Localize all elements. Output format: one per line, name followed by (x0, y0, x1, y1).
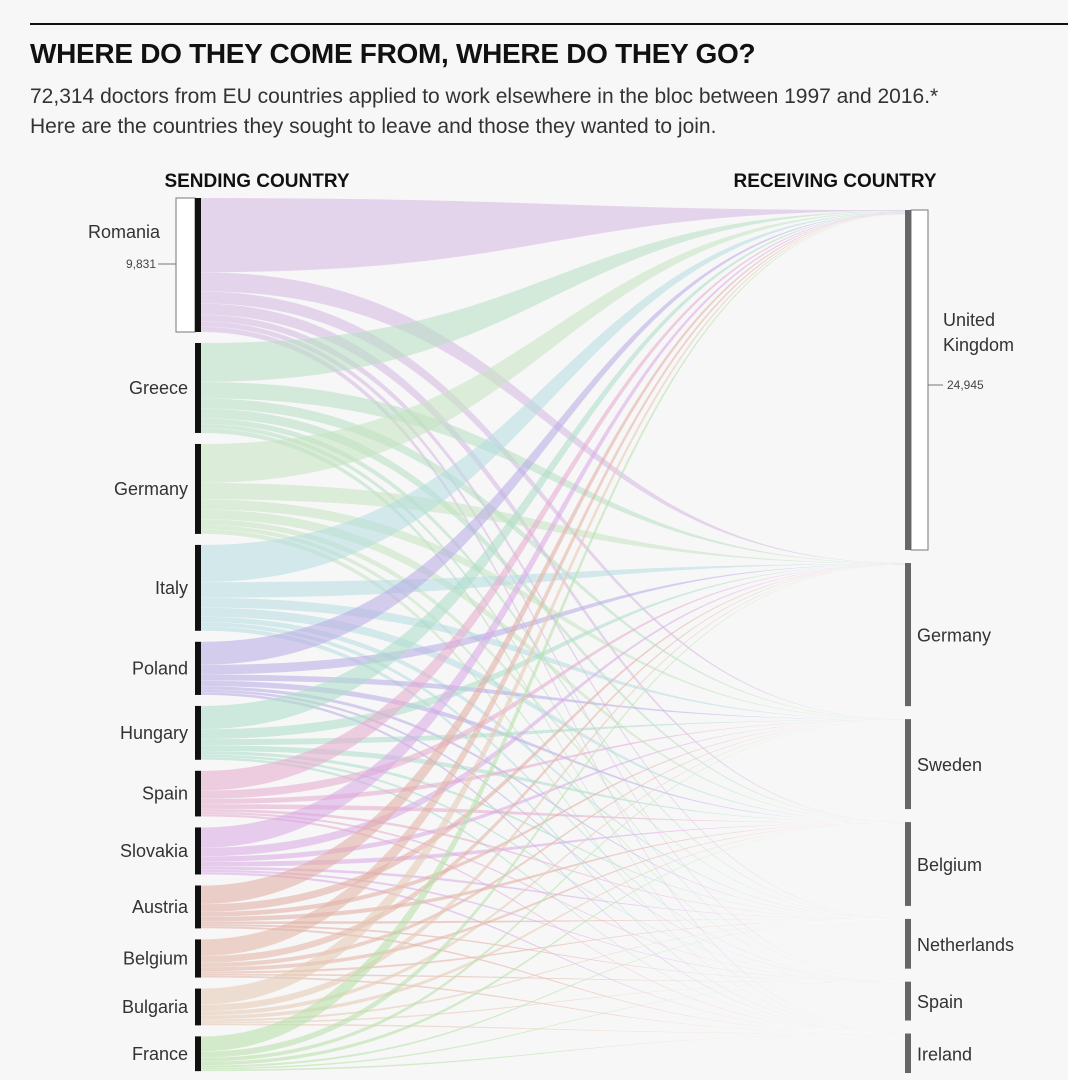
subtitle-line-1: 72,314 doctors from EU countries applied… (30, 85, 939, 108)
source-label-greece: Greece (129, 378, 188, 398)
target-bar-germany (905, 563, 911, 707)
chart-title: WHERE DO THEY COME FROM, WHERE DO THEY G… (30, 38, 756, 69)
target-label-belgium: Belgium (917, 855, 982, 875)
source-label-romania: Romania (88, 222, 161, 242)
chart-subtitle: 72,314 doctors from EU countries applied… (30, 82, 1060, 142)
source-bar-greece (195, 343, 201, 433)
source-label-italy: Italy (155, 578, 188, 598)
target-label-spain: Spain (917, 992, 963, 1012)
top-rule (30, 23, 1068, 25)
uk-total-bracket (910, 209, 929, 551)
target-bar-spain (905, 981, 911, 1021)
target-label-united-kingdom-line1: United (943, 310, 995, 330)
source-label-germany: Germany (114, 479, 188, 499)
target-label-united-kingdom-line2: Kingdom (943, 335, 1014, 355)
target-bar-belgium (905, 822, 911, 906)
source-label-hungary: Hungary (120, 723, 188, 743)
romania-total-value: 9,831 (126, 257, 156, 271)
source-label-poland: Poland (132, 658, 188, 678)
nodes: 9,831 Romania Greece Germany Italy Poland Hung… (88, 197, 1014, 1074)
target-bar-netherlands (905, 918, 911, 969)
romania-total-bracket (175, 197, 196, 333)
source-bar-poland (195, 641, 201, 695)
target-label-netherlands: Netherlands (917, 935, 1014, 955)
source-label-spain: Spain (142, 784, 188, 804)
source-label-bulgaria: Bulgaria (122, 997, 189, 1017)
source-bar-austria (195, 885, 201, 929)
target-bar-united-kingdom (905, 210, 911, 551)
source-bar-italy (195, 544, 201, 631)
subtitle-line-2: Here are the countries they sought to le… (30, 115, 717, 138)
target-label-sweden: Sweden (917, 755, 982, 775)
target-bar-sweden (905, 719, 911, 810)
source-bar-romania (195, 198, 201, 332)
flows (200, 197, 906, 1072)
source-label-france: France (132, 1044, 188, 1064)
source-label-slovakia: Slovakia (120, 841, 189, 861)
source-bar-hungary (195, 705, 201, 760)
source-label-belgium: Belgium (123, 948, 188, 968)
uk-total-value: 24,945 (947, 378, 984, 392)
source-bar-france (195, 1036, 201, 1072)
receiving-country-header: RECEIVING COUNTRY (733, 171, 936, 192)
target-label-ireland: Ireland (917, 1044, 972, 1064)
source-bar-spain (195, 770, 201, 817)
target-bar-ireland (905, 1033, 911, 1074)
target-label-germany: Germany (917, 626, 991, 646)
sending-country-header: SENDING COUNTRY (164, 171, 349, 192)
source-label-austria: Austria (132, 897, 189, 917)
source-bar-germany (195, 443, 201, 534)
source-bar-belgium (195, 939, 201, 978)
source-bar-slovakia (195, 827, 201, 875)
source-bar-bulgaria (195, 988, 201, 1026)
